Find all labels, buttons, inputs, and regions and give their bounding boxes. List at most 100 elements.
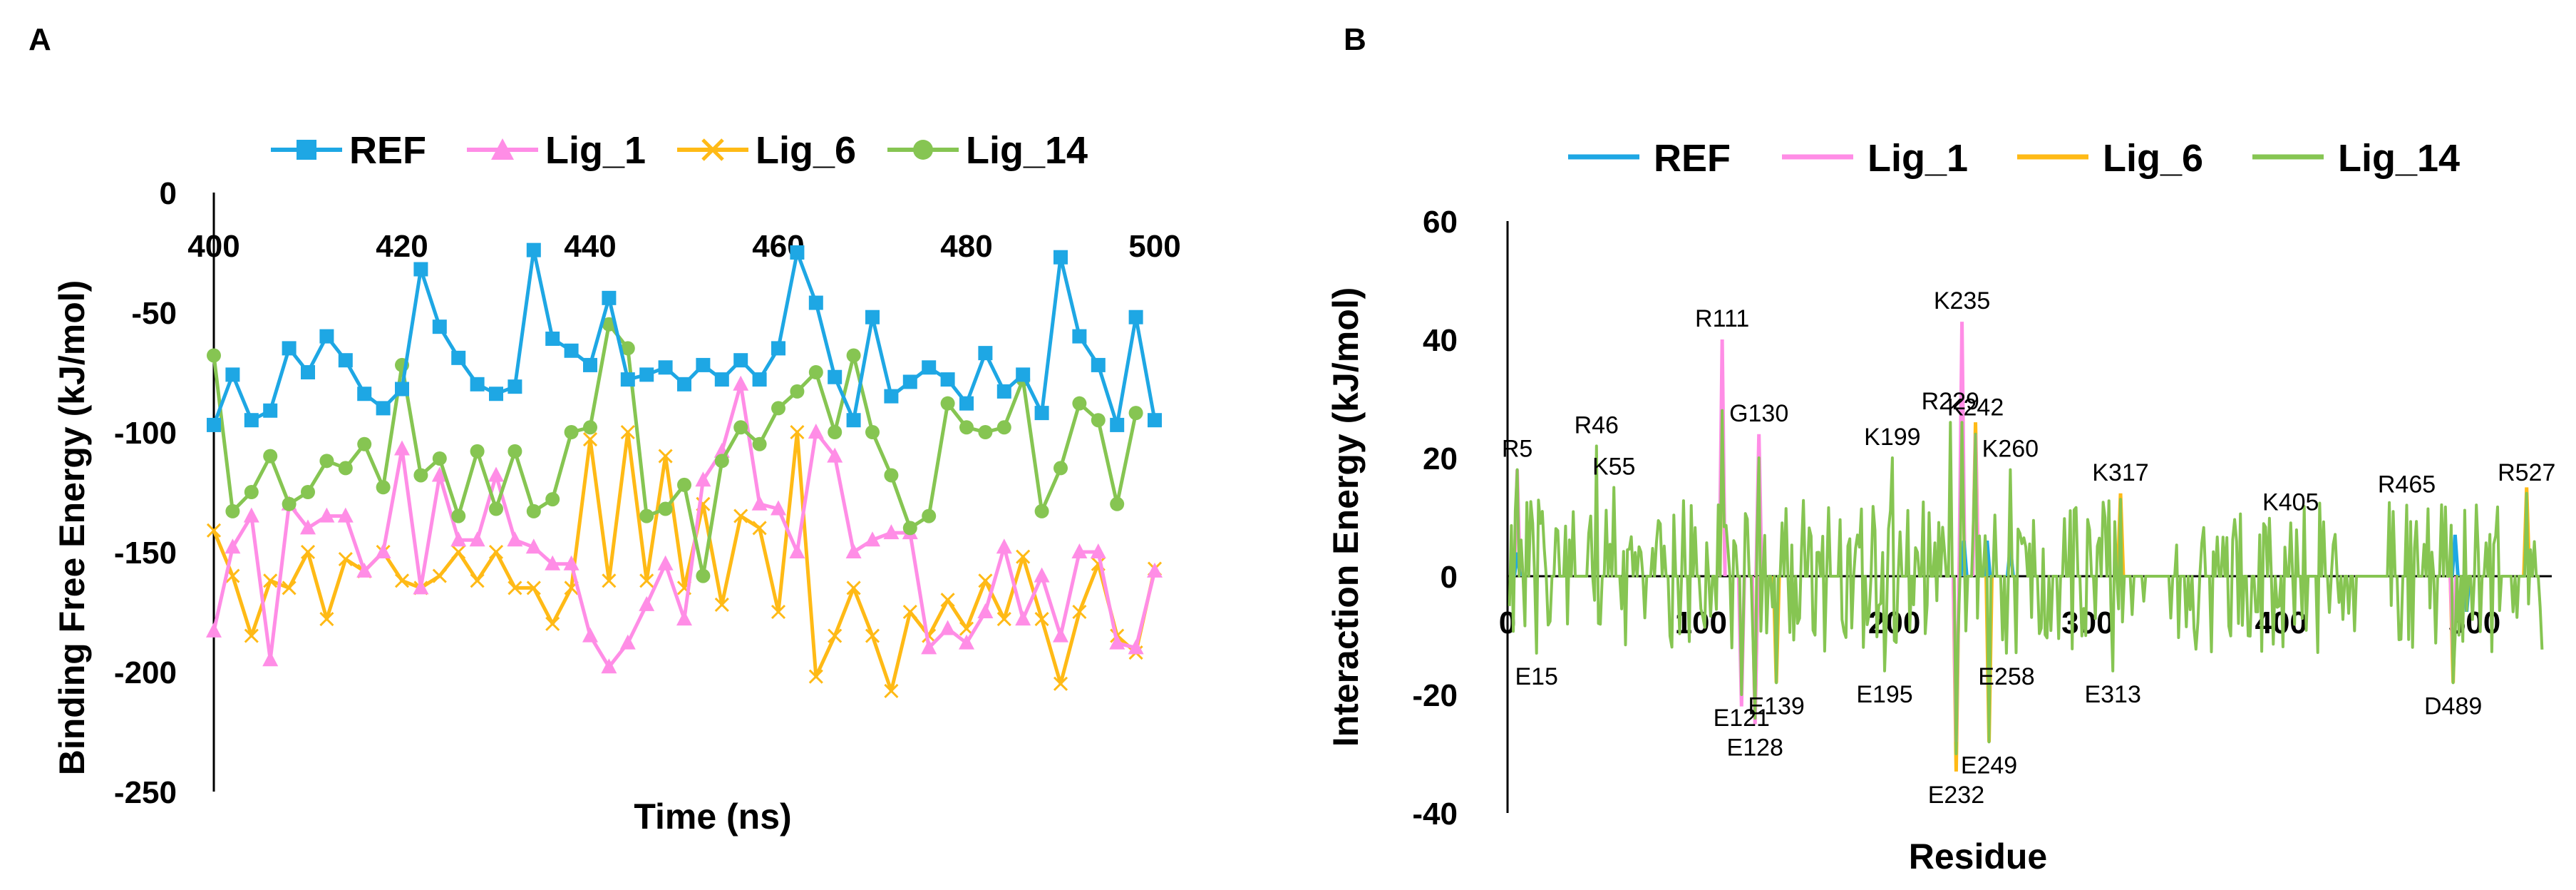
data-point [451,544,466,560]
data-point [451,508,466,523]
residue-annotation: G130 [1729,400,1788,427]
residue-annotation: K405 [2262,489,2319,516]
data-point [865,310,880,324]
data-point [432,451,447,466]
legend-a-lig14-label: Lig_14 [966,129,1088,172]
legend-a-lig6-marker [701,138,724,161]
data-point [677,377,691,392]
data-point [828,628,843,643]
chart-b-y-axis-title: Interaction Energy (kJ/mol) [1326,287,1366,747]
legend-b-ref-label: REF [1654,137,1731,180]
data-point [564,425,579,439]
chart-a-x-tick-label: 440 [564,229,616,264]
data-point [470,444,485,459]
data-point [752,436,767,451]
data-point [394,440,410,456]
residue-annotation: E258 [1978,663,2034,690]
data-point [300,544,316,560]
data-point [582,432,598,447]
data-point [300,519,316,535]
data-point [1128,406,1143,421]
data-point [808,365,823,379]
data-point [262,651,279,667]
data-point [1091,413,1106,428]
data-point [338,353,353,368]
chart-a-x-tick-label: 480 [940,229,992,264]
residue-annotation: E139 [1748,692,1804,720]
data-point [450,531,467,547]
data-point [959,634,974,650]
data-point [263,573,278,588]
residue-annotation: E121 [1714,705,1770,732]
data-point [395,382,409,397]
data-point [959,420,974,435]
data-point [977,603,994,618]
residue-annotation: R46 [1575,411,1619,439]
data-point [507,531,523,547]
data-point [1053,250,1068,265]
residue-annotation: D489 [2424,692,2482,720]
data-point [1128,310,1143,324]
chart-b-y-tick-label: 40 [1423,323,1458,358]
data-point [338,552,353,567]
data-point [808,295,823,310]
legend-b-lig6-label: Lig_6 [2103,137,2203,180]
data-point [828,369,843,384]
data-point [1110,417,1125,432]
chart-b-y-tick-label: 0 [1441,560,1458,595]
data-point [357,436,372,451]
data-point [525,538,542,554]
data-point [207,348,221,363]
data-point [751,495,768,511]
data-point [620,372,635,387]
legend-b-lig14-label: Lig_14 [2338,137,2460,180]
chart-b-x-axis-title: Residue [1909,837,2048,876]
residue-annotation: R229 [1922,388,1979,415]
data-point [545,331,560,346]
legend-a-ref-marker [297,140,316,160]
data-point [357,387,372,401]
data-point [337,507,354,523]
data-point [865,628,880,643]
data-point [432,319,447,334]
data-point [583,420,597,435]
chart-a-x-axis-title: Time (ns) [634,797,791,837]
data-point [940,372,955,387]
data-point [1128,639,1144,655]
data-point [564,343,579,358]
data-point [508,580,522,595]
data-point [1034,406,1049,421]
data-point [939,620,956,635]
data-point [996,612,1011,627]
series-ref-spike [2450,534,2460,577]
data-point [790,245,805,260]
chart-a-y-tick-label: -100 [114,416,177,451]
data-point [658,360,673,375]
data-point [1053,627,1068,643]
data-point [978,425,993,439]
data-point [846,348,861,363]
chart-a-y-axis-title: Binding Free Energy (kJ/mol) [52,280,92,776]
data-point [319,612,334,627]
data-point [1034,503,1049,518]
data-point [1015,610,1031,626]
data-point [978,573,993,588]
data-point [319,329,334,344]
data-point [508,444,522,459]
data-point [451,350,466,365]
data-point [582,627,598,643]
residue-annotation: E249 [1961,752,2017,779]
chart-a-y-tick-label: -150 [114,536,177,571]
chart-a-y-tick-label: 0 [160,176,177,211]
data-point [1110,496,1125,511]
data-point [733,353,748,368]
data-point [808,424,824,439]
chart-b-x-tick-label: 300 [2061,605,2113,640]
legend-a-lig6-label: Lig_6 [756,129,856,172]
data-point [225,367,240,382]
data-point [883,524,900,540]
residue-annotation: K317 [2092,459,2148,486]
data-point [489,387,503,401]
data-point [282,341,297,356]
